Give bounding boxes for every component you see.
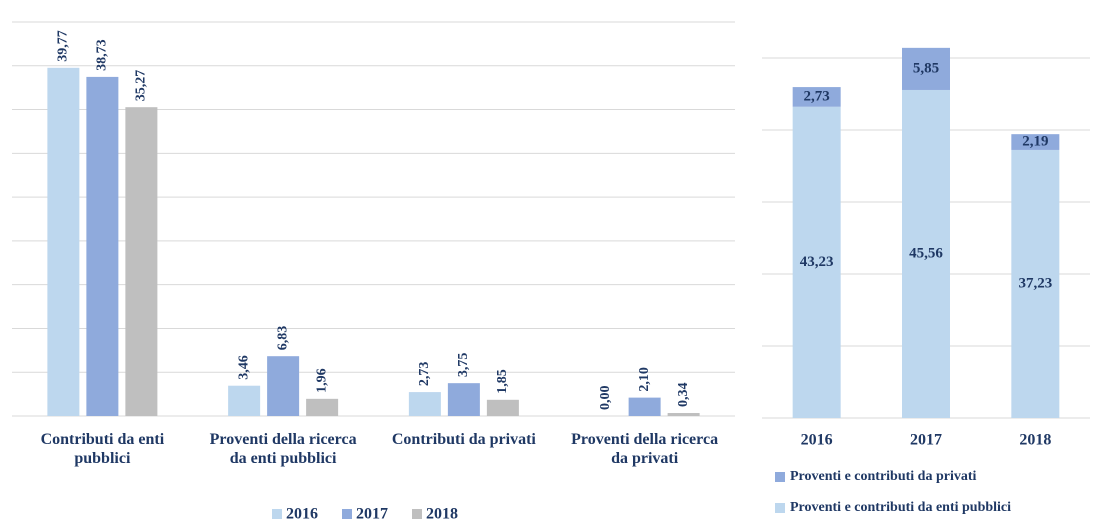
value-label: 0,00	[598, 386, 613, 411]
bar-segment	[1011, 149, 1060, 418]
legend-label: Proventi e contributi da privati	[790, 469, 977, 484]
legend-swatch	[775, 503, 785, 513]
value-label: 5,85	[913, 60, 939, 76]
bar	[486, 399, 519, 416]
value-label: 43,23	[800, 254, 834, 270]
x-tick-label: 2016	[801, 432, 833, 449]
value-label: 2,73	[804, 88, 830, 104]
value-label: 3,46	[236, 355, 251, 380]
legend-label: 2017	[356, 506, 388, 522]
bar-segment	[902, 47, 950, 90]
x-tick-label: 2017	[910, 432, 942, 449]
bar	[86, 76, 119, 416]
value-label: 2,73	[417, 362, 432, 387]
value-label: 39,77	[56, 30, 71, 62]
value-label: 1,85	[495, 369, 510, 394]
legend-swatch	[412, 509, 422, 519]
value-label: 37,23	[1018, 275, 1052, 291]
value-label: 35,27	[134, 70, 149, 102]
bar-segment	[792, 106, 841, 418]
value-label: 2,10	[637, 367, 652, 392]
x-tick-label: 2018	[1019, 432, 1051, 449]
bar	[306, 398, 339, 416]
value-label: 0,34	[676, 383, 691, 408]
bar	[628, 397, 661, 416]
value-label: 38,73	[95, 39, 110, 71]
legend-swatch	[342, 509, 352, 519]
bar	[447, 383, 480, 416]
bar	[125, 107, 158, 416]
bar-segment	[1011, 134, 1060, 150]
bar	[408, 392, 441, 416]
x-tick-label: Contributi da privati	[391, 431, 536, 448]
x-tick-label: Proventi della ricerca da privati	[571, 431, 719, 467]
bar	[267, 356, 300, 416]
value-label: 6,83	[275, 326, 290, 351]
value-label: 2,19	[1022, 133, 1048, 149]
x-tick-label: Proventi della ricerca da enti pubblici	[209, 431, 357, 467]
legend-swatch	[272, 509, 282, 519]
x-tick-label: Contributi da enti pubblici	[40, 431, 165, 467]
value-label: 45,56	[909, 245, 943, 261]
bar	[228, 385, 261, 416]
bar	[47, 67, 80, 416]
legend-label: 2016	[286, 506, 318, 522]
legend-label: 2018	[426, 506, 458, 522]
legend-label: Proventi e contributi da enti pubblici	[790, 500, 1011, 515]
bar-segment	[792, 87, 841, 107]
legend-swatch	[775, 472, 785, 482]
bar-segment	[902, 89, 950, 418]
value-label: 3,75	[456, 353, 471, 378]
bar	[667, 413, 700, 416]
value-label: 1,96	[314, 368, 329, 393]
